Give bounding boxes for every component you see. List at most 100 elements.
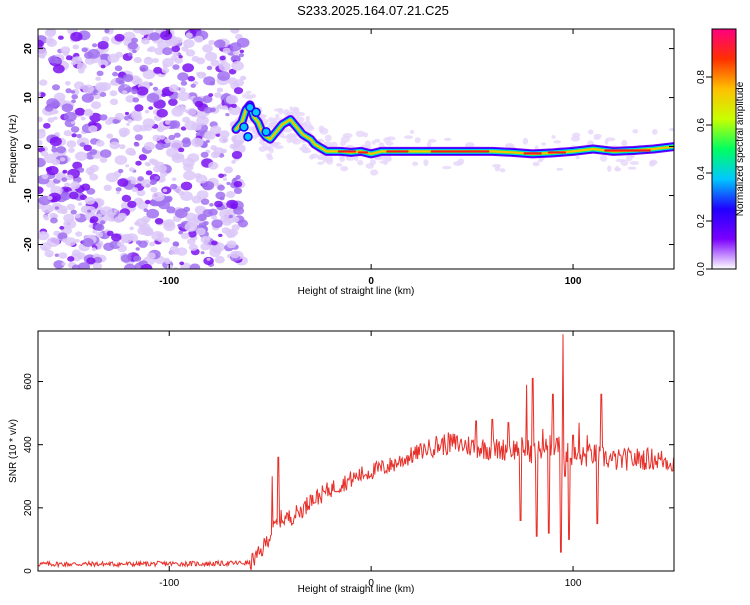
- noise-blob: [50, 217, 58, 224]
- y-tick-label: 0: [23, 143, 34, 149]
- noise-blob: [226, 199, 239, 209]
- halo-blob: [245, 90, 252, 95]
- halo-blob: [295, 111, 305, 117]
- halo-blob: [235, 134, 242, 141]
- noise-blob: [147, 252, 156, 260]
- noise-blob: [103, 184, 112, 191]
- noise-blob: [211, 240, 218, 246]
- noise-blob: [228, 105, 242, 116]
- halo-blob: [317, 156, 325, 160]
- noise-blob: [159, 134, 166, 140]
- halo-blob: [412, 161, 419, 167]
- noise-blob: [122, 74, 134, 83]
- x-tick-label: 100: [565, 578, 582, 589]
- noise-blob: [153, 66, 163, 74]
- noise-blob: [51, 147, 58, 153]
- noise-blob: [231, 103, 237, 109]
- noise-blob: [148, 106, 154, 110]
- halo-blob: [532, 161, 540, 167]
- noise-blob: [45, 167, 53, 172]
- x-tick-label: -100: [159, 578, 179, 589]
- noise-blob: [211, 215, 218, 220]
- y-tick-label: -10: [23, 188, 34, 203]
- noise-blob: [131, 89, 138, 95]
- noise-blob: [191, 55, 200, 62]
- halo-blob: [273, 118, 278, 123]
- halo-blob: [339, 156, 346, 163]
- noise-blob: [65, 88, 72, 94]
- colorbar: 0.0 0.2 0.4 0.6 0.8 Normalized spectral ampl…: [696, 28, 746, 276]
- noise-blob: [98, 59, 109, 68]
- halo-blob: [340, 166, 349, 172]
- noise-blob: [230, 29, 240, 34]
- halo-blob: [385, 141, 394, 146]
- halo-blob: [247, 126, 258, 132]
- colorbar-tick-label: 0.0: [696, 262, 707, 276]
- noise-blob: [55, 174, 63, 181]
- snr-x-axis-label: Height of straight line (km): [298, 584, 415, 595]
- noise-blob: [200, 243, 211, 251]
- noise-blob: [235, 175, 241, 179]
- noise-blob: [134, 221, 140, 226]
- onset-blob: [261, 127, 271, 137]
- noise-blob: [56, 146, 66, 154]
- noise-blob: [196, 227, 206, 236]
- colorbar-tick-label: 0.2: [696, 214, 707, 228]
- noise-blob: [63, 111, 77, 122]
- noise-blob: [100, 206, 113, 216]
- halo-blob: [404, 135, 413, 140]
- x-tick-label: 0: [368, 578, 374, 589]
- spectrogram-frame: [37, 28, 675, 270]
- noise-blob: [185, 49, 196, 57]
- noise-blob: [226, 181, 231, 186]
- noise-blob: [164, 197, 172, 203]
- noise-blob: [95, 140, 105, 147]
- noise-blob: [97, 246, 102, 250]
- noise-blob: [94, 223, 105, 232]
- noise-blob: [66, 140, 77, 148]
- halo-blob: [370, 169, 379, 176]
- noise-blob: [63, 188, 69, 192]
- noise-blob: [70, 31, 83, 42]
- noise-blob: [60, 208, 68, 215]
- noise-blob: [119, 131, 128, 138]
- noise-blob: [84, 196, 96, 205]
- snr-frame: [37, 330, 675, 572]
- noise-blob: [138, 154, 147, 161]
- noise-blob: [109, 141, 120, 150]
- noise-blob: [132, 124, 143, 133]
- onset-blob: [239, 122, 249, 132]
- noise-blob: [214, 255, 225, 264]
- noise-blob: [74, 238, 80, 243]
- noise-blob: [79, 194, 88, 201]
- halo-blob: [537, 159, 543, 163]
- halo-blob: [259, 139, 265, 145]
- noise-blob: [41, 231, 46, 235]
- noise-blob: [144, 199, 151, 205]
- halo-blob: [355, 130, 365, 137]
- halo-blob: [305, 115, 310, 122]
- noise-blob: [150, 159, 159, 166]
- noise-blob: [144, 141, 155, 151]
- noise-blob: [208, 93, 214, 97]
- noise-blob: [58, 252, 68, 259]
- noise-blob: [179, 261, 185, 266]
- noise-blob: [121, 194, 132, 202]
- halo-blob: [245, 95, 254, 100]
- noise-blob: [51, 158, 61, 166]
- noise-blob: [152, 58, 159, 63]
- noise-blob: [46, 237, 60, 247]
- noise-blob: [169, 250, 176, 255]
- snr-series-line: [38, 334, 674, 571]
- noise-blob: [209, 203, 214, 207]
- noise-blob: [77, 68, 85, 74]
- noise-blob: [213, 151, 221, 157]
- noise-blob: [156, 108, 168, 118]
- halo-blob: [289, 106, 294, 112]
- noise-blob: [89, 149, 98, 155]
- noise-blob: [39, 79, 48, 86]
- halo-blob: [362, 132, 369, 138]
- noise-blob: [183, 39, 195, 48]
- noise-blob: [134, 77, 143, 84]
